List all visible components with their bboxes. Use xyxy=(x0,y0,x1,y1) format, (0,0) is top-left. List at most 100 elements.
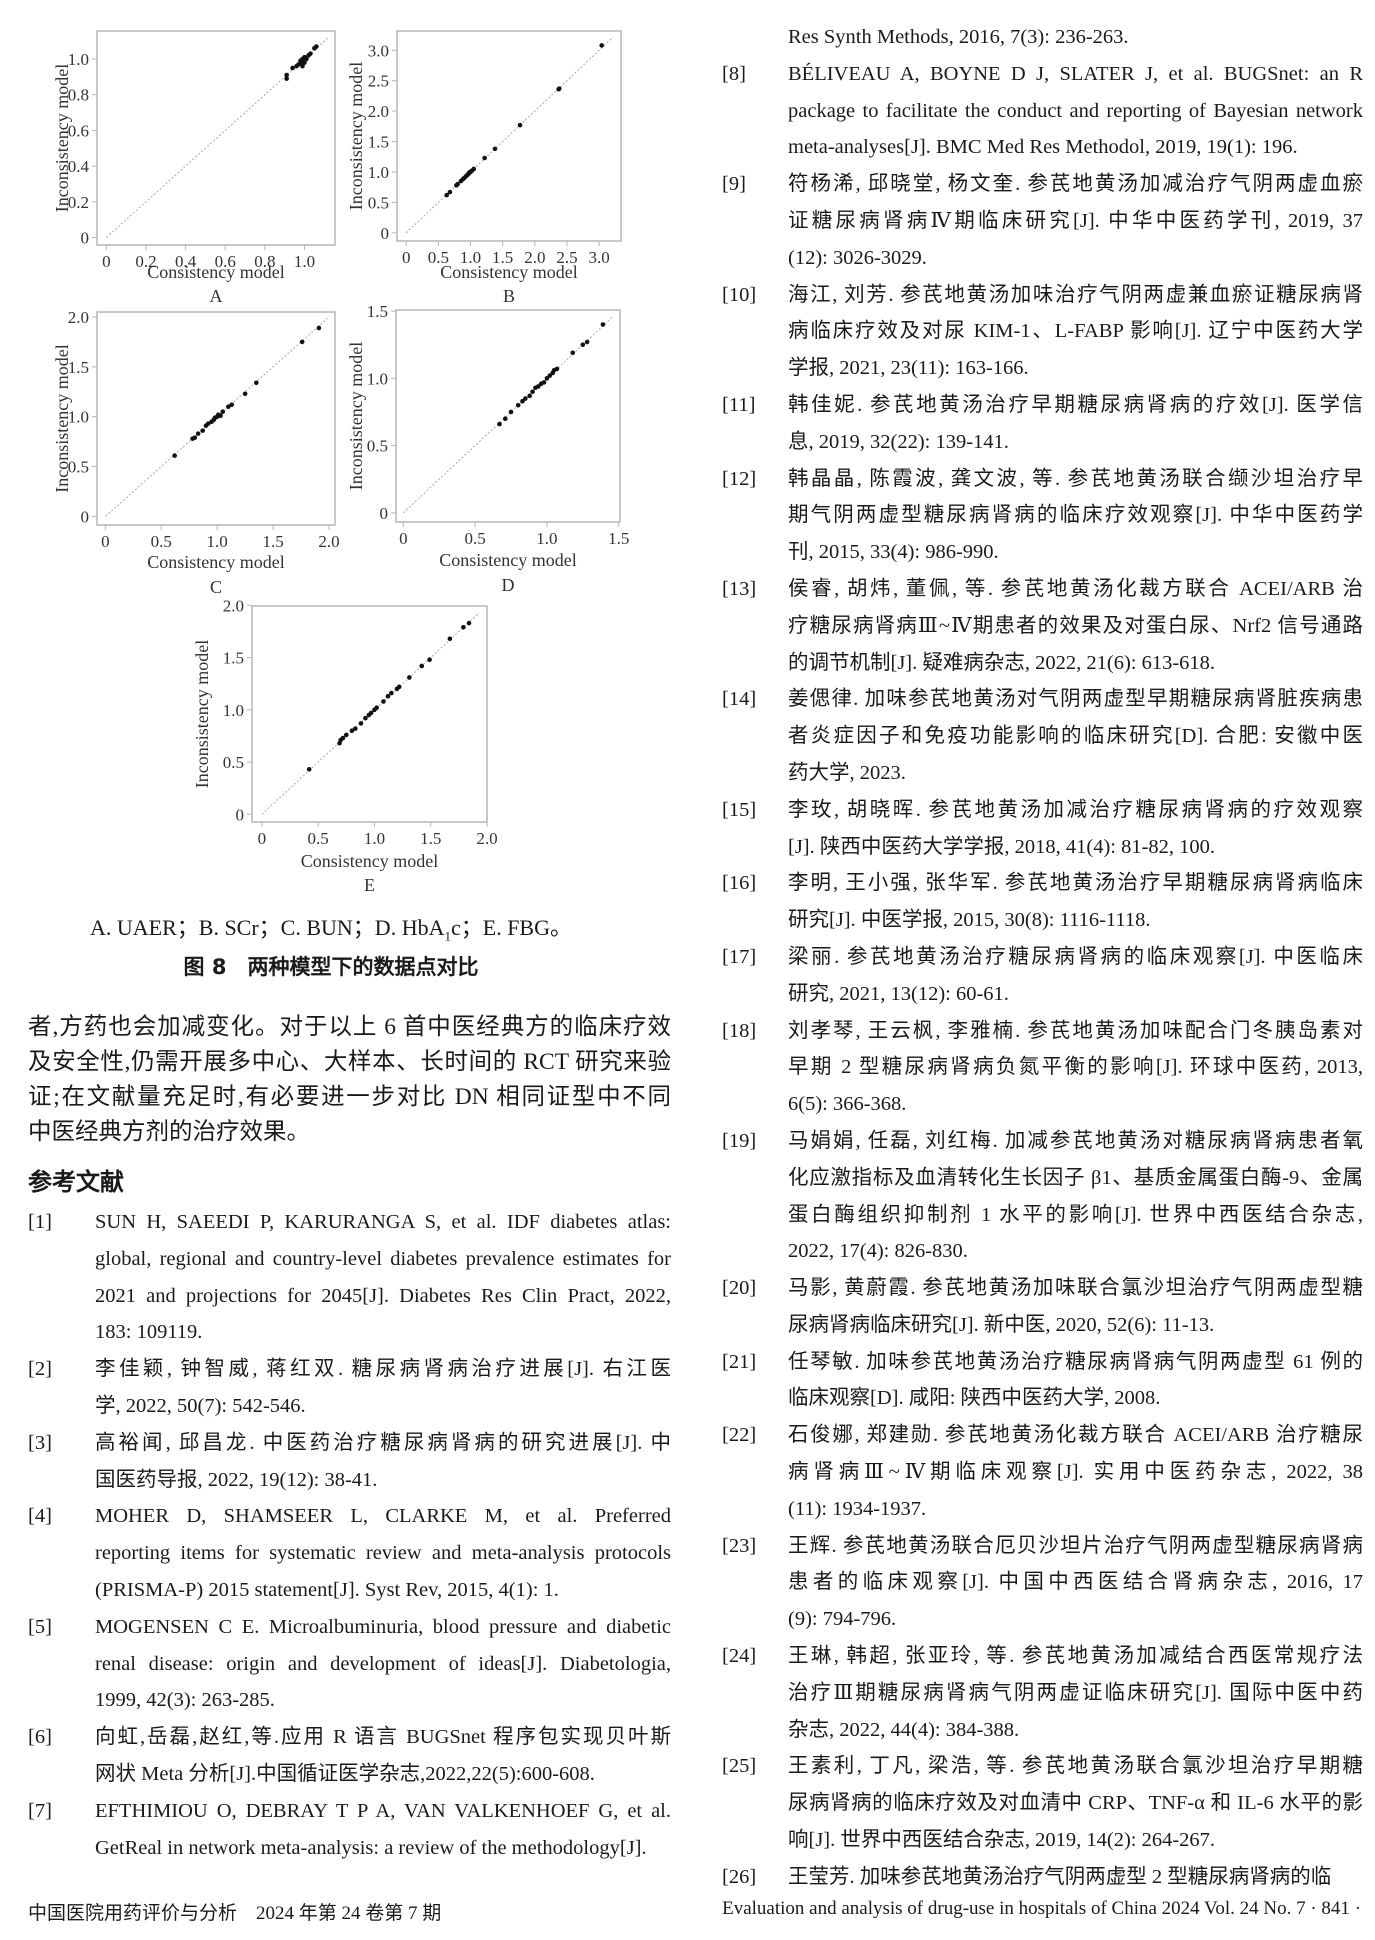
reference-item: [20] 马影, 黄蔚霞. 参芪地黄汤加味联合氯沙坦治疗气阴两虚型糖 尿病肾病临床研… xyxy=(722,1270,1363,1344)
y-tick-label: 0 xyxy=(81,229,90,248)
reference-text-line: 杂志, 2022, 44(4): 384-388. xyxy=(788,1718,1020,1741)
legend-part: c；E. FBG。 xyxy=(450,915,572,940)
reference-text-line: (PRISMA-P) 2015 statement[J]. Syst Rev, … xyxy=(95,1578,559,1601)
reference-item: [1] SUN H, SAEEDI P, KARURANGA S, et al. … xyxy=(28,1204,671,1351)
x-tick-label: 1.0 xyxy=(536,529,557,548)
reference-number: [16] xyxy=(722,872,757,895)
reference-text-line: 王辉. 参芪地黄汤联合厄贝沙坦片治疗气阴两虚型糖尿病肾病 xyxy=(788,1534,1363,1557)
y-tick-label: 3.0 xyxy=(368,41,389,60)
x-tick-label: 3.0 xyxy=(589,248,610,267)
x-tick-label: 0.2 xyxy=(135,252,156,271)
y-tick-label: 0.8 xyxy=(68,86,89,105)
reference-text-line: 期气阴两虚型糖尿病肾病的临床疗效观察[J]. 中华中医药学 xyxy=(788,504,1363,527)
reference-item: [17] 梁丽. 参芪地黄汤治疗糖尿病肾病的临床观察[J]. 中医临床 研究, 20… xyxy=(722,939,1363,1013)
data-point xyxy=(584,339,590,345)
data-point xyxy=(389,690,394,696)
x-tick-label: 2.0 xyxy=(476,829,497,848)
reference-text-line: 药大学, 2023. xyxy=(788,761,906,784)
body-text-line: 者,方药也会加减变化。对于以上 6 首中医经典方的临床疗效 xyxy=(28,1014,671,1040)
reference-text-line: 患者的临床观察[J]. 中国中西医结合肾病杂志, 2016, 17 xyxy=(788,1571,1363,1594)
reference-text-line: (12): 3026-3029. xyxy=(788,246,927,269)
reference-number: [6] xyxy=(28,1726,52,1749)
reference-number: [11] xyxy=(722,393,756,416)
legend-subscript: 1 xyxy=(444,928,451,944)
reference-text-line: 王莹芳. 加味参芪地黄汤治疗气阴两虚型 2 型糖尿病肾病的临 xyxy=(788,1865,1332,1888)
reference-item: [23] 王辉. 参芪地黄汤联合厄贝沙坦片治疗气阴两虚型糖尿病肾病 患者的临床观察[… xyxy=(722,1528,1363,1638)
data-point xyxy=(220,409,226,415)
data-point xyxy=(447,189,453,195)
reference-text-line: 183: 109119. xyxy=(95,1321,203,1344)
data-point xyxy=(358,721,364,726)
x-tick-label: 1.0 xyxy=(364,829,385,848)
reference-item: [26] 王莹芳. 加味参芪地黄汤治疗气阴两虚型 2 型糖尿病肾病的临 xyxy=(722,1859,1363,1896)
reference-text-line: 梁丽. 参芪地黄汤治疗糖尿病肾病的临床观察[J]. 中医临床 xyxy=(788,945,1363,968)
reference-text-line: 符杨浠, 邱晓堂, 杨文奎. 参芪地黄汤加减治疗气阴两虚血瘀 xyxy=(788,173,1363,196)
data-point xyxy=(599,43,605,48)
reference-text-line: 6(5): 366-368. xyxy=(788,1093,907,1116)
x-tick-label: 0.4 xyxy=(175,252,197,271)
reference-text-line: 高裕闻, 邱昌龙. 中医药治疗糖尿病肾病的研究进展[J]. 中 xyxy=(95,1431,671,1454)
data-point xyxy=(192,435,198,440)
reference-text-line: 息, 2019, 32(22): 139-141. xyxy=(788,430,1009,453)
data-point xyxy=(200,428,205,433)
reference-number: [20] xyxy=(722,1277,757,1300)
data-point xyxy=(527,393,532,399)
reference-text-line: 向虹,岳磊,赵红,等.应用 R 语言 BUGSnet 程序包实现贝叶斯 xyxy=(95,1726,671,1749)
reference-text-line: 侯睿, 胡炜, 董佩, 等. 参芪地黄汤化裁方联合 ACEI/ARB 治 xyxy=(788,577,1363,600)
y-tick-label: 1.5 xyxy=(223,649,244,668)
data-point xyxy=(353,726,358,731)
data-point xyxy=(218,413,223,419)
reference-number: [25] xyxy=(722,1755,757,1778)
reference-item: [9] 符杨浠, 邱晓堂, 杨文奎. 参芪地黄汤加减治疗气阴两虚血瘀 证糖尿病肾病Ⅳ… xyxy=(722,166,1363,276)
data-point xyxy=(385,693,391,699)
x-tick-label: 0.5 xyxy=(464,529,485,548)
reference-text-line: 姜偲律. 加味参芪地黄汤对气阴两虚型早期糖尿病肾脏疾病患 xyxy=(788,688,1363,711)
reference-number: [3] xyxy=(28,1431,52,1454)
reference-item: [3] 高裕闻, 邱昌龙. 中医药治疗糖尿病肾病的研究进展[J]. 中国医药导报,… xyxy=(28,1425,671,1499)
reference-text-line: 蛋白酶组织抑制剂 1 水平的影响[J]. 世界中西医结合杂志, xyxy=(788,1203,1363,1226)
x-tick-label: 2.5 xyxy=(556,248,577,267)
body-text-line: 中医经典方剂的治疗效果。 xyxy=(28,1119,310,1145)
reference-text-line: meta-analyses[J]. BMC Med Res Methodol, … xyxy=(788,136,1298,159)
data-point xyxy=(570,350,576,356)
reference-list-right: Res Synth Methods, 2016, 7(3): 236-263. [… xyxy=(722,19,1363,1896)
data-point xyxy=(515,402,521,408)
data-point xyxy=(195,431,201,436)
y-tick-label: 1.5 xyxy=(368,133,389,152)
reference-text-line: 石俊娜, 郑建勋. 参芪地黄汤化裁方联合 ACEI/ARB 治疗糖尿 xyxy=(788,1424,1363,1447)
data-point xyxy=(419,663,425,669)
data-point xyxy=(466,620,472,626)
data-point xyxy=(544,376,550,381)
reference-item: [5] MOGENSEN C E. Microalbuminuria, blood… xyxy=(28,1609,671,1719)
reference-text-line: BÉLIVEAU A, BOYNE D J, SLATER J, et al. … xyxy=(788,62,1363,85)
reference-number: [18] xyxy=(722,1019,757,1042)
reference-item: [11] 韩佳妮. 参芪地黄汤治疗早期糖尿病肾病的疗效[J]. 医学信 息, 201… xyxy=(722,387,1363,461)
reference-number: [19] xyxy=(722,1129,757,1152)
reference-text-line: 研究, 2021, 13(12): 60-61. xyxy=(788,982,1009,1005)
x-tick-label: 1.0 xyxy=(294,252,315,271)
reference-text-line: 的调节机制[J]. 疑难病杂志, 2022, 21(6): 613-618. xyxy=(788,651,1216,674)
data-point xyxy=(517,122,523,128)
reference-text-line: 病临床疗效及对尿 KIM-1、L-FABP 影响[J]. 辽宁中医药大学 xyxy=(788,320,1363,343)
data-point xyxy=(396,684,402,690)
data-point xyxy=(520,398,525,404)
reference-text-line: 刘孝琴, 王云枫, 李雅楠. 参芪地黄汤加味配合门冬胰岛素对 xyxy=(788,1019,1363,1042)
reference-number: [8] xyxy=(722,62,746,85)
reference-text-line: MOHER D, SHAMSEER L, CLARKE M, et al. Pr… xyxy=(95,1505,671,1528)
data-point xyxy=(205,421,211,426)
reference-text-line: 尿病肾病的临床疗效及对血清中 CRP、TNF-α 和 IL-6 水平的影 xyxy=(788,1792,1363,1815)
x-axis-label: Consistency model xyxy=(147,262,285,282)
reference-text-line: 临床观察[D]. 咸阳: 陕西中医药大学, 2008. xyxy=(788,1387,1161,1410)
reference-number: [5] xyxy=(28,1615,52,1638)
y-tick-label: 0.5 xyxy=(367,437,388,456)
reference-item: [16] 李明, 王小强, 张华军. 参芪地黄汤治疗早期糖尿病肾病临床 研究[J].… xyxy=(722,865,1363,939)
data-point xyxy=(363,715,368,721)
reference-text-line: package to facilitate the conduct and re… xyxy=(788,99,1363,122)
y-tick-label: 0 xyxy=(236,805,245,824)
x-tick-label: 1.0 xyxy=(207,532,228,551)
x-axis-label: Consistency model xyxy=(147,552,285,572)
reference-text-line: 海江, 刘芳. 参芪地黄汤加味治疗气阴两虚兼血瘀证糖尿病肾 xyxy=(788,283,1363,306)
reference-text-line: 李明, 王小强, 张华军. 参芪地黄汤治疗早期糖尿病肾病临床 xyxy=(788,872,1363,895)
reference-text-line: 国医药导报, 2022, 19(12): 38-41. xyxy=(95,1468,378,1491)
data-point xyxy=(455,181,460,187)
